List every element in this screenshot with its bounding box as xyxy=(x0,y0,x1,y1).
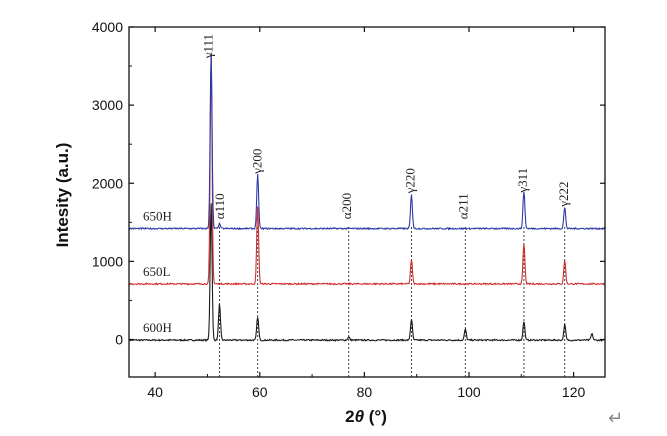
x-axis-label-prefix: 2 xyxy=(345,407,354,426)
peak-annotation-7: γ222 xyxy=(556,181,571,207)
x-tick-label: 120 xyxy=(562,384,586,400)
peak-annotation-5: α211 xyxy=(455,193,470,219)
x-tick-label: 40 xyxy=(147,384,163,400)
y-tick-label: 2000 xyxy=(92,175,123,191)
return-arrow-icon: ↵ xyxy=(608,408,624,429)
peak-annotation-0: γ111 xyxy=(201,34,216,59)
x-axis-label-unit: (°) xyxy=(364,407,387,426)
plot-frame xyxy=(128,26,606,378)
y-tick-label: 3000 xyxy=(92,97,123,113)
series-line-650l xyxy=(128,52,606,286)
series-line-600h xyxy=(128,203,605,343)
reference-lines xyxy=(219,227,566,377)
x-tick-label: 80 xyxy=(357,384,373,400)
series-label-650l: 650L xyxy=(143,264,171,279)
axis-ticks: 0 1000 2000 3000 4000 40 60 80 100 120 xyxy=(92,19,605,400)
peak-annotation-6: γ311 xyxy=(515,168,530,194)
x-axis-label: 2θ (°) xyxy=(345,407,387,426)
peak-annotation-3: α200 xyxy=(339,193,354,219)
y-tick-label: 4000 xyxy=(92,19,123,35)
plot-border xyxy=(128,26,606,378)
x-tick-label: 100 xyxy=(457,384,481,400)
series-labels: 600H 650L 650H xyxy=(143,209,172,336)
peak-annotation-4: γ220 xyxy=(403,168,418,194)
series-line-650h xyxy=(128,53,606,231)
series-layer xyxy=(128,52,606,343)
y-tick-label: 0 xyxy=(115,332,123,348)
series-label-650h: 650H xyxy=(143,209,172,224)
y-tick-label: 1000 xyxy=(92,253,123,269)
peak-annotation-1: α110 xyxy=(212,193,227,219)
y-axis-label: Intesity (a.u.) xyxy=(53,143,72,248)
peak-annotation-2: γ200 xyxy=(249,149,264,175)
series-label-600h: 600H xyxy=(143,320,172,335)
peak-annotations: γ111 α110 γ200 α200 γ220 α211 γ311 γ222 xyxy=(201,34,571,219)
x-tick-label: 60 xyxy=(252,384,268,400)
x-axis-label-symbol: θ xyxy=(355,407,365,426)
